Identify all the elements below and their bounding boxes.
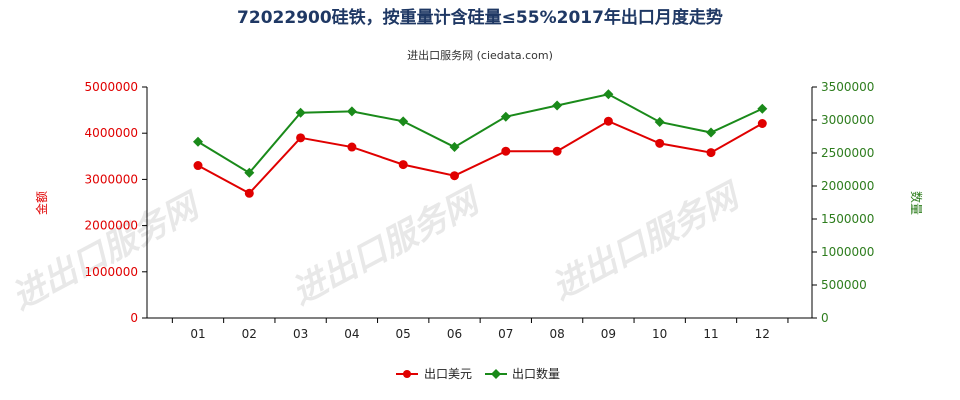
data-point-1 (346, 106, 357, 117)
x-tick-label: 04 (344, 327, 359, 341)
data-point-1 (706, 127, 716, 138)
y-left-ticks: 0 1000000 2000000 3000000 4000000 5000000 (85, 80, 147, 325)
y-right-tick-label: 3000000 (821, 113, 874, 127)
x-tick-label: 03 (293, 327, 308, 341)
watermark-2: 进出口服务网 (285, 180, 488, 313)
y-right-tick-label: 0 (821, 311, 829, 325)
y-left-tick-label: 1000000 (85, 265, 138, 279)
data-point-0 (193, 161, 203, 171)
legend-label-qty: 出口数量 (512, 366, 560, 381)
data-point-1 (449, 142, 460, 153)
x-tick-label: 11 (703, 327, 718, 341)
y-left-tick-label: 5000000 (85, 80, 138, 94)
y-right-tick-label: 1000000 (821, 245, 874, 259)
y-right-tick-label: 1500000 (821, 212, 874, 226)
data-point-1 (654, 116, 665, 127)
x-tick-label: 06 (447, 327, 462, 341)
y-left-tick-label: 2000000 (85, 219, 138, 233)
data-point-0 (450, 171, 459, 181)
data-point-0 (552, 146, 562, 156)
data-point-0 (398, 160, 408, 170)
data-point-0 (347, 142, 357, 152)
y-right-tick-label: 2000000 (821, 179, 874, 193)
legend-marker-usd (403, 370, 411, 378)
data-point-0 (244, 188, 254, 198)
legend-label-usd: 出口美元 (424, 367, 472, 381)
x-ticks: 01 02 03 04 05 06 07 08 09 10 11 12 (171, 318, 789, 341)
data-point-0 (655, 138, 665, 148)
data-point-1 (500, 111, 511, 122)
series-line-0 (197, 120, 763, 195)
y-right-tick-label: 2500000 (821, 146, 874, 160)
series-line-1 (197, 93, 763, 175)
x-tick-label: 07 (498, 327, 513, 341)
data-point-0 (706, 148, 716, 158)
y-right-tick-label: 500000 (821, 278, 867, 292)
y-right-axis-label: 数量 (909, 191, 924, 215)
data-point-0 (296, 133, 306, 143)
x-tick-label: 01 (190, 327, 205, 341)
y-left-axis-label: 金额 (34, 191, 49, 215)
x-tick-label: 08 (549, 327, 564, 341)
data-point-1 (757, 103, 768, 114)
x-tick-label: 05 (396, 327, 411, 341)
data-point-1 (244, 167, 255, 178)
x-tick-label: 09 (601, 327, 616, 341)
data-point-0 (603, 116, 613, 126)
data-point-1 (603, 89, 614, 100)
chart-title: 72022900硅铁，按重量计含硅量≤55%2017年出口月度走势 (237, 7, 723, 28)
y-left-tick-label: 3000000 (85, 172, 138, 186)
y-right-tick-label: 3500000 (821, 80, 874, 94)
legend-marker-qty (491, 369, 501, 379)
y-left-tick-label: 0 (130, 311, 138, 325)
chart-subtitle: 进出口服务网 (ciedata.com) (407, 48, 553, 62)
x-tick-label: 10 (652, 327, 667, 341)
data-point-0 (757, 118, 767, 128)
data-point-1 (552, 100, 563, 111)
y-left-tick-label: 4000000 (85, 126, 138, 140)
data-point-1 (295, 107, 306, 118)
data-point-0 (501, 146, 511, 156)
watermark-3: 进出口服务网 (545, 175, 748, 308)
data-point-1 (398, 116, 409, 127)
series-layer (193, 89, 768, 198)
data-point-1 (193, 136, 203, 147)
x-tick-label: 02 (242, 327, 257, 341)
legend: 出口美元 出口数量 (396, 366, 560, 381)
y-right-ticks: 0 500000 1000000 1500000 2000000 2500000 30000… (812, 80, 874, 325)
x-tick-label: 12 (755, 327, 770, 341)
